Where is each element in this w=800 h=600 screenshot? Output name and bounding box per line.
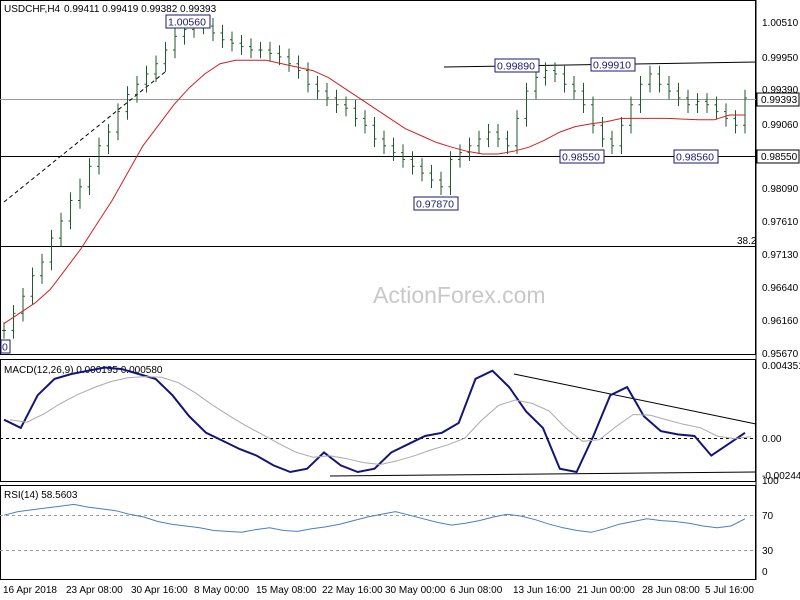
price-tick: 0.95670: [762, 349, 799, 360]
time-tick: 16 Apr 2018: [3, 585, 57, 596]
time-tick: 28 Jun 08:00: [642, 585, 700, 596]
annotation-label-top-left: 0.99890: [497, 61, 535, 73]
dashed-trendline: [3, 71, 166, 203]
price-axis: 1.00510 0.99950 0.99390 0.99060 0.98090 …: [756, 18, 800, 360]
macd-tick: 0.00: [762, 434, 782, 445]
macd-signal-line: [9, 376, 752, 466]
time-tick: 13 Jun 16:00: [513, 585, 571, 596]
annotation-label-low-right: 0.98560: [676, 152, 714, 164]
price-tick: 1.00510: [762, 18, 799, 29]
rsi-tick: 0: [762, 567, 768, 578]
chart-symbol: USDCHF,H4: [4, 4, 61, 15]
ohlc-values: 0.99411 0.99419 0.99382 0.99393: [64, 4, 217, 15]
time-tick: 15 May 08:00: [256, 585, 317, 596]
price-tick: 0.99390: [762, 85, 799, 96]
current-price-tag: [756, 92, 800, 107]
price-tick: 0.98090: [762, 184, 799, 195]
time-tick: 5 Jul 16:00: [705, 585, 754, 596]
rsi-label: RSI(14) 58.5603: [4, 490, 78, 501]
rsi-line: [3, 503, 746, 533]
macd-label: MACD(12,26,9) 0.000195 0.000580: [4, 365, 163, 376]
price-tick: 0.99950: [762, 53, 799, 64]
moving-average-line: [3, 59, 745, 325]
annotation-top-left: 0.99890: [494, 58, 540, 73]
annotation-origin: 0: [0, 339, 11, 354]
annotation-label-low-mid: 0.98550: [562, 152, 600, 164]
annotation-label-high: 1.00560: [168, 17, 206, 29]
rsi-tick: 30: [762, 546, 774, 557]
macd-line: [3, 366, 746, 474]
macd-support-line: [329, 471, 757, 477]
time-tick: 30 May 00:00: [385, 585, 446, 596]
annotation-label-origin: 0: [2, 342, 8, 354]
annotation-high: 1.00560: [165, 14, 211, 29]
price-bars: [2, 14, 747, 339]
rsi-tick: 70: [762, 511, 774, 522]
fib-label: 38.2: [737, 236, 757, 247]
annotation-label-top-right: 0.99910: [593, 60, 631, 72]
macd-pane-frame: [0, 359, 756, 482]
support-price-tag-label: 0.98550: [761, 152, 798, 163]
annotation-low-mid: 0.98550: [559, 149, 605, 164]
support-price-tag: [756, 149, 800, 164]
annotation-top-right: 0.99910: [590, 57, 636, 72]
current-price-tag-label: 0.99393: [761, 95, 798, 106]
time-tick: 21 Jun 00:00: [577, 585, 635, 596]
time-axis: 16 Apr 2018 23 Apr 08:00 30 Apr 16:00 8 …: [3, 585, 754, 596]
price-tick: 0.97610: [762, 217, 799, 228]
macd-tick: -0.002448: [762, 471, 800, 482]
annotation-low: 0.97870: [413, 196, 459, 211]
time-tick: 30 Apr 16:00: [131, 585, 188, 596]
time-tick: 8 May 00:00: [194, 585, 249, 596]
rsi-pane-frame: [0, 485, 756, 580]
time-tick: 22 May 16:00: [322, 585, 383, 596]
rsi-tick: 100: [762, 476, 779, 487]
annotation-label-low: 0.97870: [416, 199, 454, 211]
macd-tick: 0.004351: [762, 361, 800, 372]
price-tick: 0.96160: [762, 316, 799, 327]
time-tick: 6 Jun 08:00: [450, 585, 503, 596]
annotation-low-right: 0.98560: [673, 149, 719, 164]
price-tick: 0.96640: [762, 283, 799, 294]
watermark: ActionForex.com: [373, 282, 546, 308]
time-tick: 23 Apr 08:00: [66, 585, 123, 596]
price-tick: 0.97130: [762, 250, 799, 261]
price-tick: 0.99060: [762, 120, 799, 131]
